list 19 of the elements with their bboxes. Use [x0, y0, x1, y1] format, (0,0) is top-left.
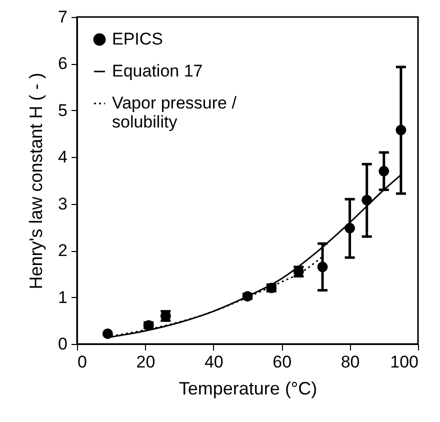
legend-label: EPICS	[112, 30, 164, 48]
x-axis-title: Temperature (°C)	[178, 378, 318, 398]
y-tick-label: 2	[58, 241, 68, 260]
x-tick-label: 60	[272, 352, 292, 372]
y-tick-label: 1	[58, 288, 68, 307]
x-tick-label: 100	[390, 352, 418, 372]
y-tick-label: 3	[58, 194, 68, 214]
y-tick-label: 0	[58, 334, 68, 354]
x-tick-label: 20	[136, 352, 156, 372]
x-tick-label: 40	[204, 352, 224, 372]
x-tick-label: 0	[78, 352, 87, 372]
y-tick-label: 4	[58, 148, 68, 167]
legend-label: Equation 17	[112, 62, 203, 80]
y-tick-label: 7	[58, 8, 68, 26]
y-axis-title: Henry's law constant H ( - )	[26, 72, 46, 290]
x-tick-label: 80	[340, 352, 360, 372]
legend-label: Vapor pressure / solubility	[112, 94, 237, 132]
y-tick-label: 6	[58, 54, 68, 74]
y-tick-label: 5	[58, 100, 68, 120]
